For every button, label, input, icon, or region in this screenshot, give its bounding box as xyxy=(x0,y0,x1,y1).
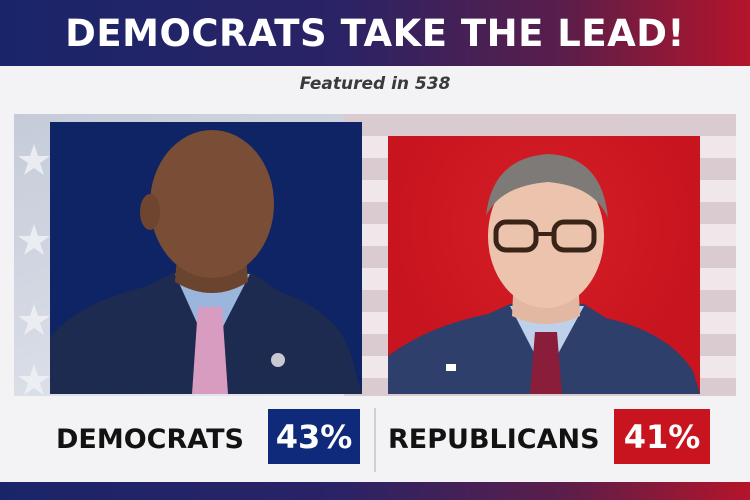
headline-title: DEMOCRATS TAKE THE LEAD! xyxy=(65,11,685,55)
republican-leader-photo xyxy=(388,154,700,394)
featured-subtitle: Featured in 538 xyxy=(299,74,451,94)
democrats-label: DEMOCRATS xyxy=(56,424,244,455)
democrat-leader-photo xyxy=(50,130,362,394)
headline-banner: DEMOCRATS TAKE THE LEAD! xyxy=(0,0,750,66)
flag-stars-icon xyxy=(18,144,50,395)
republicans-percent-badge: 41% xyxy=(614,409,710,464)
democrat-photo-panel xyxy=(50,122,362,394)
republicans-label: REPUBLICANS xyxy=(388,424,600,455)
footer-gradient-bar xyxy=(0,482,750,500)
republican-photo-panel xyxy=(388,136,700,394)
results-divider xyxy=(374,408,376,472)
democrats-percent-badge: 43% xyxy=(268,409,360,464)
